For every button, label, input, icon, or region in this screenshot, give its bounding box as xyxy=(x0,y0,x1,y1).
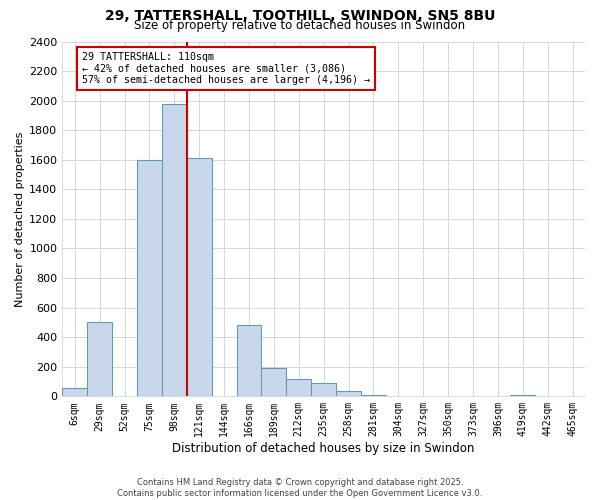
Bar xyxy=(262,368,286,396)
Text: 29 TATTERSHALL: 110sqm
← 42% of detached houses are smaller (3,086)
57% of semi-: 29 TATTERSHALL: 110sqm ← 42% of detached… xyxy=(82,52,370,85)
Bar xyxy=(137,160,162,396)
Bar xyxy=(286,378,311,396)
Bar xyxy=(311,383,336,396)
Bar xyxy=(87,322,112,396)
Text: Contains HM Land Registry data © Crown copyright and database right 2025.
Contai: Contains HM Land Registry data © Crown c… xyxy=(118,478,482,498)
Bar xyxy=(336,391,361,396)
X-axis label: Distribution of detached houses by size in Swindon: Distribution of detached houses by size … xyxy=(172,442,475,455)
Text: Size of property relative to detached houses in Swindon: Size of property relative to detached ho… xyxy=(134,19,466,32)
Bar xyxy=(511,395,535,396)
Bar xyxy=(162,104,187,397)
Bar xyxy=(236,326,262,396)
Bar xyxy=(361,395,386,396)
Text: 29, TATTERSHALL, TOOTHILL, SWINDON, SN5 8BU: 29, TATTERSHALL, TOOTHILL, SWINDON, SN5 … xyxy=(105,9,495,23)
Bar xyxy=(62,388,87,396)
Bar xyxy=(187,158,212,396)
Y-axis label: Number of detached properties: Number of detached properties xyxy=(15,131,25,306)
